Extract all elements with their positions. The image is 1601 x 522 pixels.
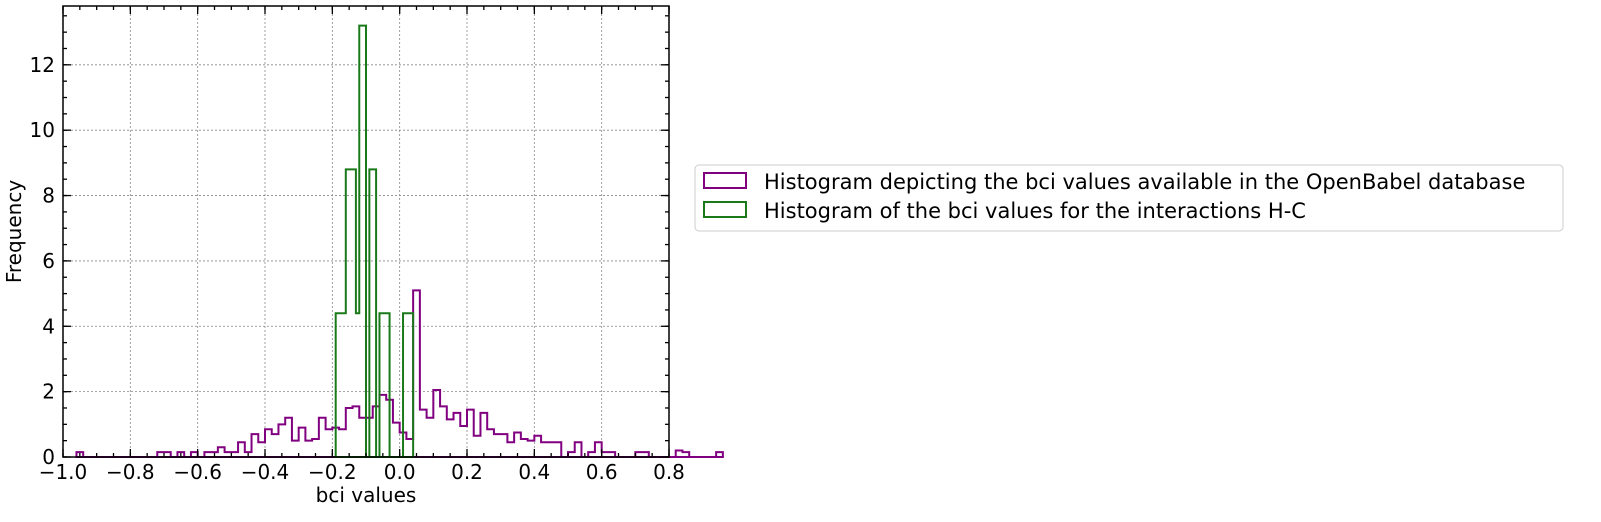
legend-swatch-openbabel (703, 172, 747, 189)
histogram-bin (339, 429, 346, 457)
axis-ticks (62, 6, 670, 458)
histogram-bin (413, 290, 420, 457)
histogram-bin (427, 418, 434, 457)
x-tick-label: 0.8 (653, 460, 685, 484)
histogram-bin (454, 413, 461, 457)
histogram-bin (258, 442, 265, 457)
x-tick-label: 0.2 (451, 460, 483, 484)
histogram-bin (346, 408, 353, 457)
histogram-bin (379, 313, 389, 457)
histogram-bin (285, 418, 292, 457)
y-tick-label: 12 (30, 53, 55, 77)
x-tick-label: −0.6 (173, 460, 222, 484)
y-tick-label: 0 (42, 445, 55, 469)
histogram-bin (555, 442, 562, 457)
x-tick-label: −0.4 (241, 460, 290, 484)
histogram-bin (272, 434, 279, 457)
x-tick-label: 0.0 (384, 460, 416, 484)
histogram-bin (507, 442, 514, 457)
histogram-bin (474, 436, 481, 457)
histogram-bin (534, 436, 541, 457)
legend: Histogram depicting the bci values avail… (694, 164, 1564, 232)
y-tick-label: 10 (30, 118, 55, 142)
histogram-bin (346, 169, 356, 457)
legend-label-openbabel: Histogram depicting the bci values avail… (764, 170, 1525, 194)
histogram-bin (433, 390, 440, 457)
series-1 (334, 24, 415, 458)
histogram-bin (393, 423, 400, 457)
y-axis-label: Frequency (2, 180, 26, 283)
y-tick-label: 8 (42, 184, 55, 208)
histogram-bin (467, 410, 474, 457)
histogram-bin (528, 441, 535, 457)
legend-label-hc: Histogram of the bci values for the inte… (764, 199, 1306, 223)
histogram-bin (420, 410, 427, 457)
histogram-bin (480, 413, 487, 457)
x-tick-label: 0.4 (518, 460, 550, 484)
histogram-bin (487, 429, 494, 457)
x-tick-label: −0.2 (308, 460, 357, 484)
histogram-bin (447, 419, 454, 457)
x-axis-label: bci values (316, 483, 417, 507)
histogram-bin (501, 434, 508, 457)
histogram-bin (252, 434, 259, 457)
histogram-bin (359, 418, 366, 457)
x-tick-label: 0.6 (586, 460, 618, 484)
histogram-bin (305, 441, 312, 457)
y-tick-label: 6 (42, 249, 55, 273)
x-tick-label: −0.8 (106, 460, 155, 484)
histogram-bin (238, 442, 245, 457)
histogram-bin (595, 442, 602, 457)
histogram-bin (521, 439, 528, 457)
histogram-bin (218, 447, 225, 457)
histogram-bin (541, 442, 548, 457)
y-tick-label: 4 (42, 314, 55, 338)
x-tick-label: −1.0 (39, 460, 88, 484)
histogram-bin (575, 442, 582, 457)
legend-swatch-hc (703, 201, 747, 218)
histogram-bin (265, 429, 272, 457)
histogram-bin (440, 406, 447, 457)
histogram-outline (334, 24, 415, 458)
legend-box (694, 164, 1564, 232)
y-tick-label: 2 (42, 380, 55, 404)
histogram-bin (359, 26, 366, 457)
histogram-bin (299, 428, 306, 457)
histogram-bin (403, 313, 413, 457)
histogram-bin (356, 313, 359, 457)
tick-labels: −1.0 −0.8 −0.6 −0.4 −0.2 0.0 0.2 0.4 0.6 0.8 0 2 4 6 8… (30, 53, 685, 484)
histogram-bin (326, 429, 333, 457)
histogram-bin (339, 313, 346, 457)
histogram-bin (353, 406, 360, 457)
histogram-bin (494, 434, 501, 457)
histogram-bin (292, 441, 299, 457)
histogram-bin (460, 426, 467, 457)
histogram-bin (319, 418, 326, 457)
histogram-bin (278, 424, 285, 457)
histogram-bin (379, 395, 386, 457)
histogram-bin (406, 439, 413, 457)
